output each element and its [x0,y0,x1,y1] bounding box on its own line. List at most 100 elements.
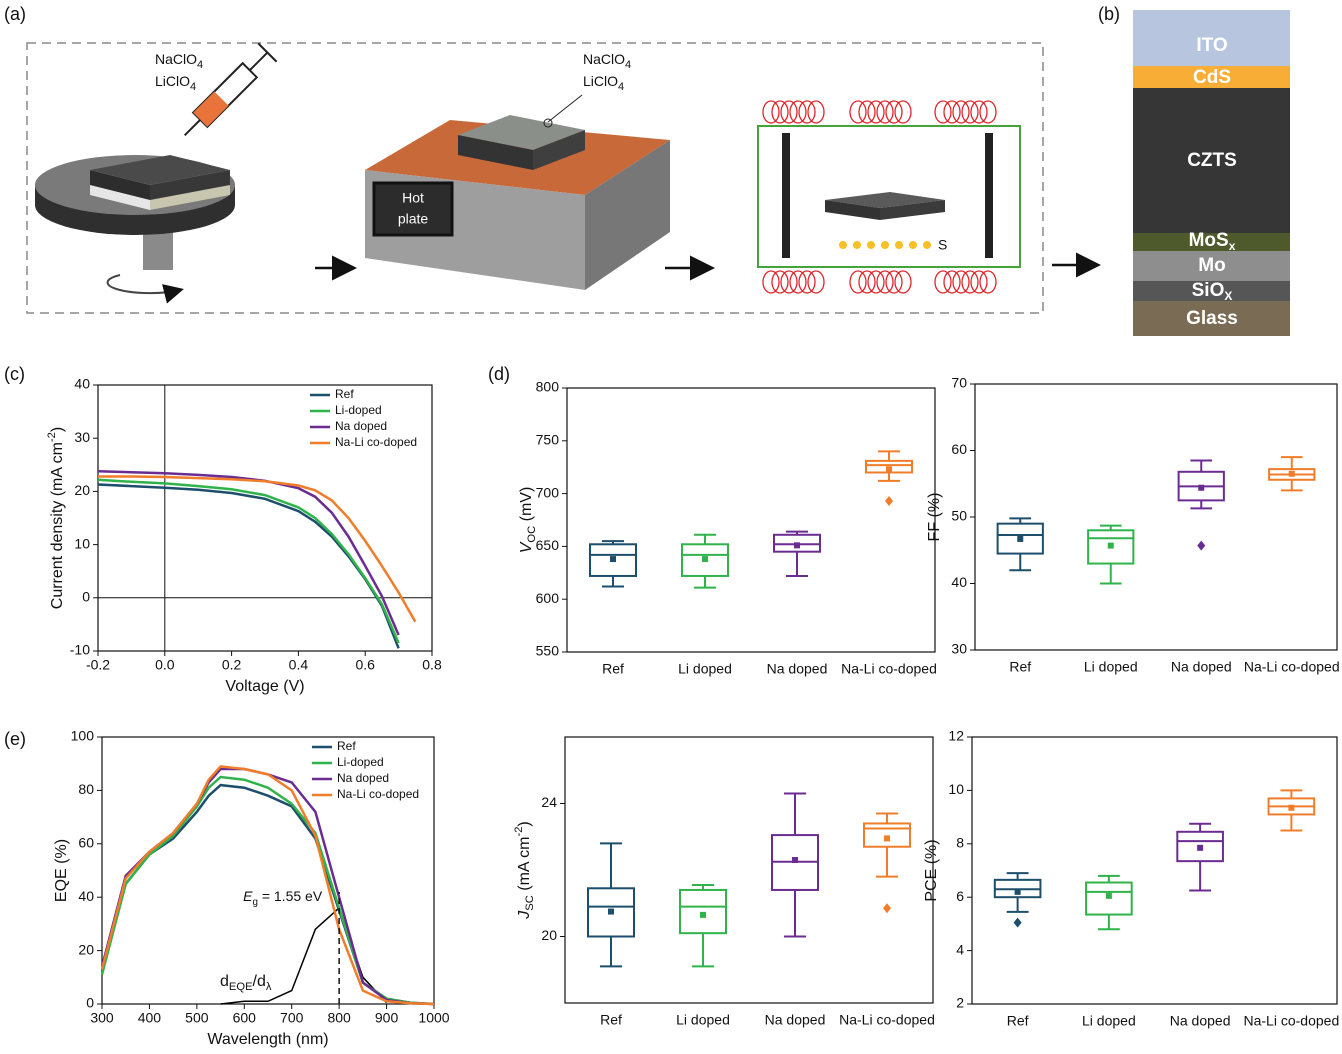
label-part: J [516,910,533,920]
mean [792,857,798,864]
legend-label: Ref [335,387,354,401]
y-tick-label: 4 [956,941,964,957]
coil [970,100,988,124]
annotation: dEQE/dλ [220,973,272,993]
plot-frame [974,383,1338,651]
box [1085,881,1133,916]
x-tick-label: 1000 [418,1010,449,1026]
legend-label: Ref [337,739,356,753]
plot-frame [97,384,433,652]
x-tick-label: 0.0 [155,657,175,673]
mean [702,556,708,563]
mean [1017,535,1024,542]
layer-label: MoSx [1189,230,1236,253]
legend-label: Na doped [335,419,387,433]
y-tick-label: 20 [78,941,94,957]
y-axis-title: VOC (mV) [518,487,538,554]
coil [952,100,970,124]
label-sub: 4 [190,81,196,93]
coil [762,270,780,294]
layer-label: Glass [1186,308,1238,329]
x-tick-label: 400 [138,1010,162,1026]
y-tick-label: 600 [536,590,560,606]
coil [789,270,807,294]
series-line [97,478,400,644]
panel-label: (c) [4,364,25,384]
box [681,543,729,577]
coil [894,100,912,124]
coil [780,270,798,294]
coil [771,100,789,124]
y-tick-label: 60 [78,835,94,851]
y-tick-label: 80 [78,781,94,797]
x-tick-label: Ref [1007,1013,1029,1029]
box [587,887,635,938]
coil [970,270,988,294]
label-part: EQE [229,981,253,993]
layer-label: ITO [1196,35,1227,56]
box [863,822,911,848]
mean [700,911,706,918]
legend-label: Li-doped [335,403,382,417]
schematic: NaClO4 LiClO4 Hot plate NaClO4 LiClO4 S [26,42,1101,314]
x-axis-title: Wavelength (nm) [207,1031,328,1048]
mean [1288,804,1295,811]
annotation: Eg = 1.55 eV [243,888,323,908]
mean [1105,892,1112,899]
coil [807,100,825,124]
coil [849,100,867,124]
y-tick-label: 20 [74,482,90,498]
y-axis-title: FF (%) [926,493,943,542]
outlier [1013,917,1022,928]
x-tick-label: Na doped [765,1012,826,1028]
label-part: /d [253,973,266,990]
label-part: LiClO [155,73,190,89]
layer-stack: ITO CdS CZTS MoSx Mo SiOX Glass [1133,10,1290,336]
series-line [98,475,417,623]
box [996,522,1044,555]
coil [943,270,961,294]
y-tick-label: 0 [86,995,94,1011]
box [865,459,913,474]
label-part: ) [49,427,66,432]
x-tick-label: Na-Li co-doped [839,1012,935,1028]
label-part: g [252,897,257,908]
x-tick-label: Na doped [767,661,828,677]
y-tick-label: 6 [956,888,964,904]
sulfur-label: S [938,237,947,253]
mean [608,908,614,915]
hotplate-label: Hot [402,190,424,206]
coil [961,100,979,124]
coil [934,270,952,294]
outlier [1197,540,1206,551]
y-tick-label: 40 [78,888,94,904]
label-part: V [518,541,535,553]
x-tick-label: Na-Li co-doped [841,661,937,677]
x-tick-label: 0.4 [289,657,309,673]
coil [771,270,789,294]
x-tick-label: Li doped [676,1012,730,1028]
legend-label: Li-doped [337,755,384,769]
coil [876,270,894,294]
label-sub: 4 [625,59,631,71]
plot-frame [566,387,936,653]
x-tick-label: Li doped [678,661,732,677]
y-tick-label: -10 [70,642,90,658]
box [1087,529,1135,565]
x-tick-label: 300 [90,1010,114,1026]
y-tick-label: 60 [951,441,967,457]
label-part: ) [516,821,533,826]
y-axis-title: JSC (mA cm-2) [513,821,536,920]
x-tick-label: 800 [327,1010,351,1026]
coil [798,100,816,124]
y-tick-label: 800 [536,379,560,395]
label-part: (mA cm [516,837,533,896]
plot-frame [564,736,934,1004]
label-part: MoS [1189,230,1229,251]
label-sub: 4 [197,59,203,71]
label-sub: x [1229,239,1236,253]
label-part: -2 [46,432,58,442]
y-tick-label: 100 [71,728,95,744]
box [589,543,637,577]
